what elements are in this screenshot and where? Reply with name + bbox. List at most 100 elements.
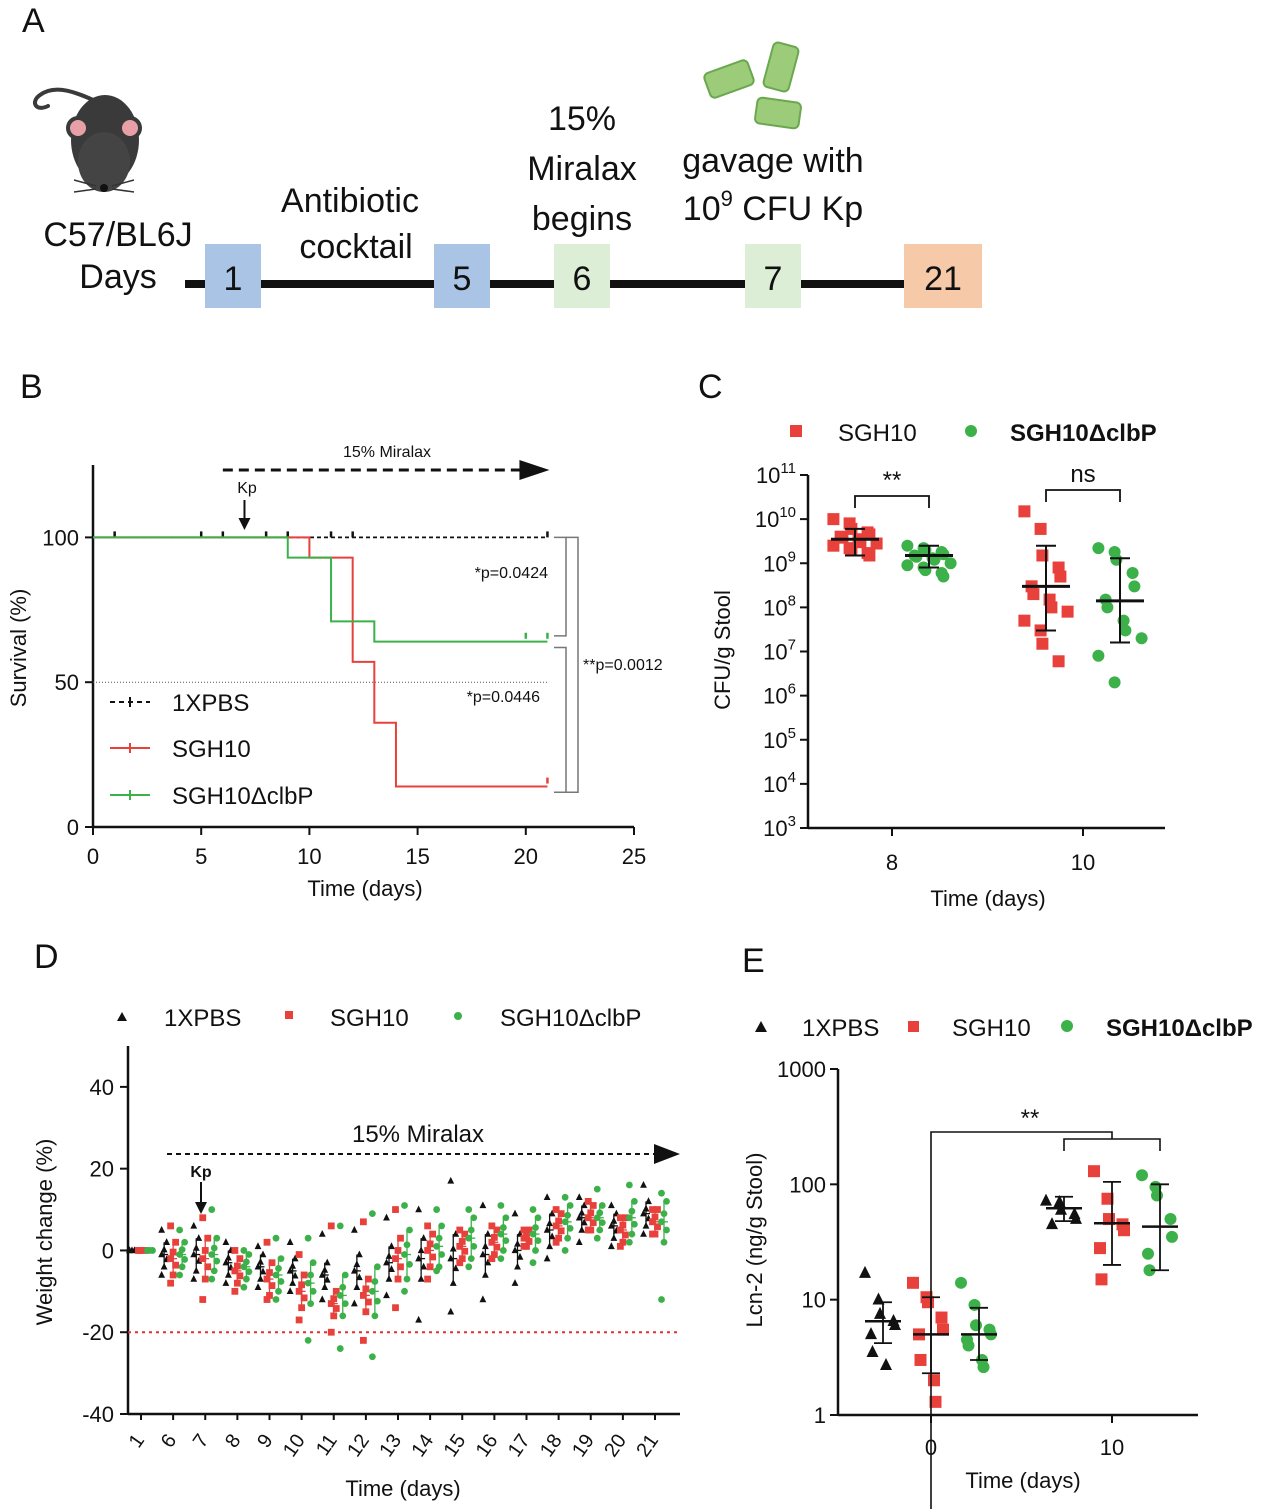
weight-point	[300, 1294, 308, 1302]
survival-legend-sgh10: SGH10	[172, 736, 251, 763]
weight-point	[654, 1206, 661, 1213]
weight-x-tick-label: 19	[568, 1430, 599, 1461]
weight-point	[429, 1230, 437, 1238]
weight-x-tick-label: 20	[600, 1430, 631, 1461]
weight-x-tick-label: 18	[536, 1430, 567, 1461]
weight-point	[424, 1222, 432, 1230]
lcn2-legend: 1XPBS SGH10 SGH10ΔclbP	[755, 1015, 1253, 1042]
lcn2-point	[1101, 1192, 1114, 1205]
weight-point	[222, 1238, 230, 1245]
weight-point	[176, 1226, 184, 1234]
lcn2-point	[859, 1265, 871, 1278]
lcn2-y-label: Lcn-2 (ng/g Stool)	[742, 1153, 767, 1328]
weight-point	[534, 1214, 542, 1222]
weight-point	[575, 1238, 583, 1245]
cfu-point	[1052, 655, 1065, 668]
weight-point	[525, 1226, 533, 1234]
weight-point	[497, 1255, 505, 1263]
weight-point	[461, 1230, 469, 1238]
lcn2-point	[1094, 1242, 1106, 1255]
lcn2-point	[977, 1361, 990, 1374]
weight-point	[291, 1271, 299, 1279]
cfu-point	[1036, 637, 1049, 650]
weight-point	[548, 1209, 556, 1217]
lcn2-point	[866, 1345, 879, 1358]
weight-x-tick-label: 11	[312, 1430, 342, 1460]
lcn2-point	[1142, 1247, 1154, 1260]
cfu-y-tick-label: 108	[763, 592, 796, 620]
weight-point	[529, 1206, 537, 1213]
weight-point	[167, 1279, 175, 1287]
cfu-point	[1045, 601, 1058, 614]
weight-point	[580, 1218, 588, 1226]
weight-point	[447, 1254, 455, 1262]
timeline-day-5: 5	[453, 260, 472, 298]
miralax-begin-label-2: Miralax	[527, 150, 637, 188]
weight-point	[630, 1220, 638, 1228]
timeline-day-21: 21	[924, 260, 962, 298]
weight-x-label: Time (days)	[345, 1476, 460, 1501]
cfu-point	[827, 513, 840, 526]
lcn2-bracket-main	[930, 1131, 1113, 1509]
timeline-day-6: 6	[573, 260, 592, 298]
weight-x-tick-label: 15	[440, 1430, 471, 1461]
weight-point	[240, 1283, 248, 1291]
weight-point	[336, 1345, 344, 1352]
weight-legend-clbp: SGH10ΔclbP	[500, 1005, 641, 1032]
weight-point	[231, 1287, 239, 1295]
weight-point	[616, 1214, 624, 1222]
weight-point	[640, 1209, 647, 1217]
cfu-point	[1135, 632, 1148, 645]
cfu-y-tick-label: 103	[763, 813, 796, 841]
lcn2-point	[1088, 1165, 1100, 1178]
cfu-point	[937, 570, 950, 583]
lcn2-point	[1164, 1213, 1177, 1226]
weight-point	[158, 1270, 166, 1278]
lcn2-point	[865, 1327, 877, 1340]
cfu-sig-label: ns	[1070, 461, 1095, 488]
weight-point	[392, 1304, 399, 1312]
cfu-point	[1119, 624, 1132, 637]
survival-curve-1	[93, 536, 548, 788]
weight-point	[295, 1251, 303, 1258]
weight-point	[645, 1197, 652, 1205]
weight-point	[286, 1287, 294, 1295]
weight-x-tick-label: 7	[189, 1430, 213, 1452]
lcn2-point	[874, 1306, 886, 1319]
weight-point	[566, 1224, 574, 1232]
weight-point	[555, 1234, 563, 1242]
weight-point	[429, 1253, 437, 1261]
panel-a: A C57/BL6J Days 1 5 6 7 21 Antibiotic cockta…	[22, 2, 982, 308]
weight-x-tick-label: 10	[279, 1430, 310, 1461]
weight-point	[465, 1206, 473, 1213]
weight-point	[525, 1238, 533, 1245]
weight-point	[456, 1226, 464, 1234]
weight-point	[364, 1298, 372, 1306]
lcn2-point	[914, 1353, 927, 1366]
weight-point	[254, 1242, 262, 1250]
weight-point	[575, 1193, 583, 1201]
weight-point	[359, 1218, 367, 1226]
weight-point	[318, 1270, 326, 1278]
survival-y-tick-label: 100	[42, 525, 79, 550]
weight-point	[415, 1315, 423, 1323]
lcn2-legend-clbp: SGH10ΔclbP	[1106, 1015, 1253, 1042]
weight-point	[663, 1226, 670, 1234]
weight-x-tick-label: 17	[504, 1430, 535, 1461]
survival-x-tick-label: 15	[405, 844, 429, 869]
weight-point	[616, 1242, 624, 1250]
lcn2-bracket-day10	[1063, 1138, 1161, 1151]
survival-y-label: Survival (%)	[6, 589, 31, 708]
lcn2-x-label: Time (days)	[965, 1468, 1080, 1493]
weight-miralax-label: 15% Miralax	[352, 1121, 484, 1148]
weight-point	[355, 1273, 363, 1281]
weight-point	[607, 1221, 615, 1229]
weight-point	[272, 1296, 280, 1303]
weight-point	[598, 1202, 606, 1209]
cfu-point	[901, 539, 914, 552]
panel-label-e: E	[742, 942, 765, 980]
weight-x-tick-label: 12	[343, 1430, 374, 1461]
lcn2-y-tick-label: 100	[789, 1172, 826, 1197]
